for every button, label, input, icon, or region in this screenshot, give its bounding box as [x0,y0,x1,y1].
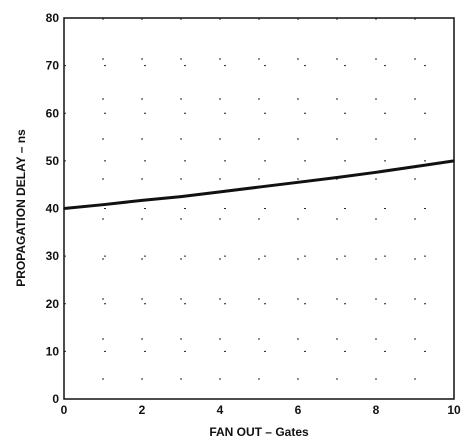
data-point-0-0 [63,207,65,210]
y-tick-label-80: 80 [46,11,60,25]
data-point-0-2 [141,199,143,202]
x-tick-label-2: 2 [139,403,146,417]
x-tick-label-4: 4 [217,403,224,417]
x-tick-label-0: 0 [61,403,68,417]
plot-frame [63,17,455,400]
series-line-0 [63,159,455,210]
y-tick-label-0: 0 [52,392,59,406]
y-tick-label-10: 10 [46,344,60,358]
data-point-0-4 [219,191,221,193]
data-point-0-9 [414,165,416,168]
x-tick-labels: 0 2 4 6 8 10 [61,403,461,417]
data-point-0-10 [453,160,455,162]
y-tick-label-60: 60 [46,106,60,120]
x-tick-label-10: 10 [447,403,461,417]
series-layer [63,159,455,210]
x-axis-title: FAN OUT – Gates [209,425,309,439]
data-point-0-7 [336,176,338,179]
data-point-0-5 [258,186,260,188]
y-tick-label-30: 30 [46,249,60,263]
y-tick-label-40: 40 [46,202,60,216]
grid [64,18,454,399]
data-point-0-1 [102,203,104,206]
data-point-0-8 [375,171,377,174]
data-point-0-3 [180,195,182,198]
y-tick-label-50: 50 [46,154,60,168]
x-tick-label-6: 6 [295,403,302,417]
y-tick-label-20: 20 [46,297,60,311]
y-axis-title: PROPAGATION DELAY – ns [14,129,28,287]
data-point-0-6 [297,181,299,184]
y-tick-label-70: 70 [46,59,60,73]
y-tick-labels: 0 10 20 30 40 50 60 70 80 [46,11,60,406]
x-tick-label-8: 8 [373,403,380,417]
